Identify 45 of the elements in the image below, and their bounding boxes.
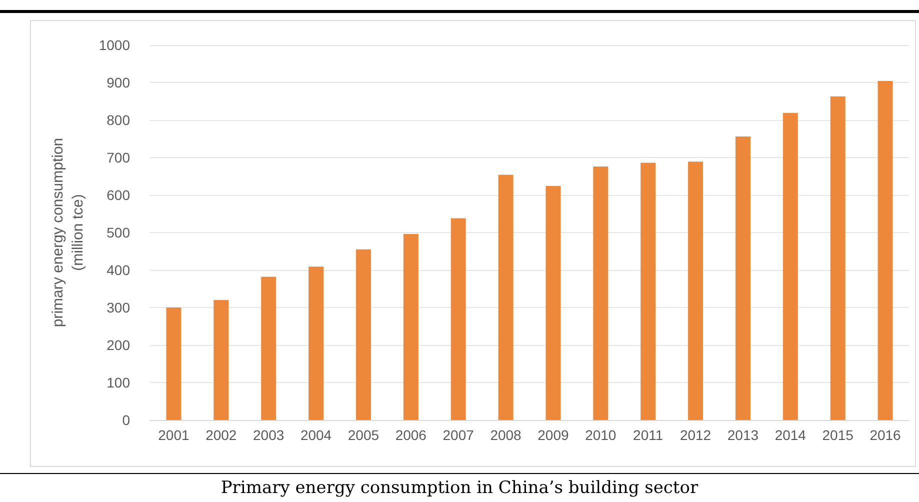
bar [830, 96, 846, 420]
bar [308, 266, 324, 420]
x-tick-label: 2013 [727, 427, 759, 443]
bar [782, 112, 798, 420]
bar [450, 218, 466, 420]
x-tick-label: 2004 [300, 427, 332, 443]
y-tick-label: 200 [106, 337, 130, 353]
bar [261, 276, 276, 420]
y-tick-label: 0 [122, 412, 130, 428]
x-tick-label: 2003 [253, 427, 284, 443]
bar [498, 174, 514, 420]
x-tick-label: 2005 [348, 427, 380, 443]
bar [593, 166, 608, 420]
bar [688, 162, 704, 420]
y-tick-label: 500 [106, 224, 130, 240]
x-tick-label: 2015 [822, 427, 854, 443]
x-tick-label: 2011 [633, 427, 664, 443]
x-tick-label: 2012 [680, 427, 712, 443]
x-tick-label: 2001 [158, 427, 190, 443]
y-tick-label: 300 [106, 300, 130, 316]
y-tick-label: 600 [106, 187, 130, 203]
bar [640, 162, 656, 420]
y-tick-label: 100 [106, 374, 130, 390]
bar [403, 234, 418, 420]
x-tick-label: 2006 [395, 427, 427, 443]
y-axis-title: primary energy consumption (million tce) [49, 138, 86, 328]
x-tick-label: 2002 [206, 427, 237, 443]
x-tick-label: 2016 [870, 427, 902, 443]
bar [546, 186, 561, 420]
y-tick-label: 800 [106, 112, 130, 128]
x-tick-label: 2014 [774, 427, 806, 443]
y-tick-label: 1000 [98, 37, 130, 53]
bar [166, 308, 182, 420]
bar [356, 249, 371, 420]
text: Primary energy consumption in China’s building sector [220, 478, 700, 498]
bar [214, 300, 229, 420]
x-tick-label: 2010 [585, 427, 616, 443]
y-tick-label: 900 [106, 74, 130, 90]
bar [735, 136, 750, 420]
y-tick-label: 700 [106, 150, 130, 166]
x-tick-label: 2008 [490, 427, 522, 443]
bar [878, 81, 893, 420]
y-tick-label: 400 [106, 262, 130, 278]
x-tick-label: 2007 [442, 427, 474, 443]
x-tick-label: 2009 [538, 427, 569, 443]
